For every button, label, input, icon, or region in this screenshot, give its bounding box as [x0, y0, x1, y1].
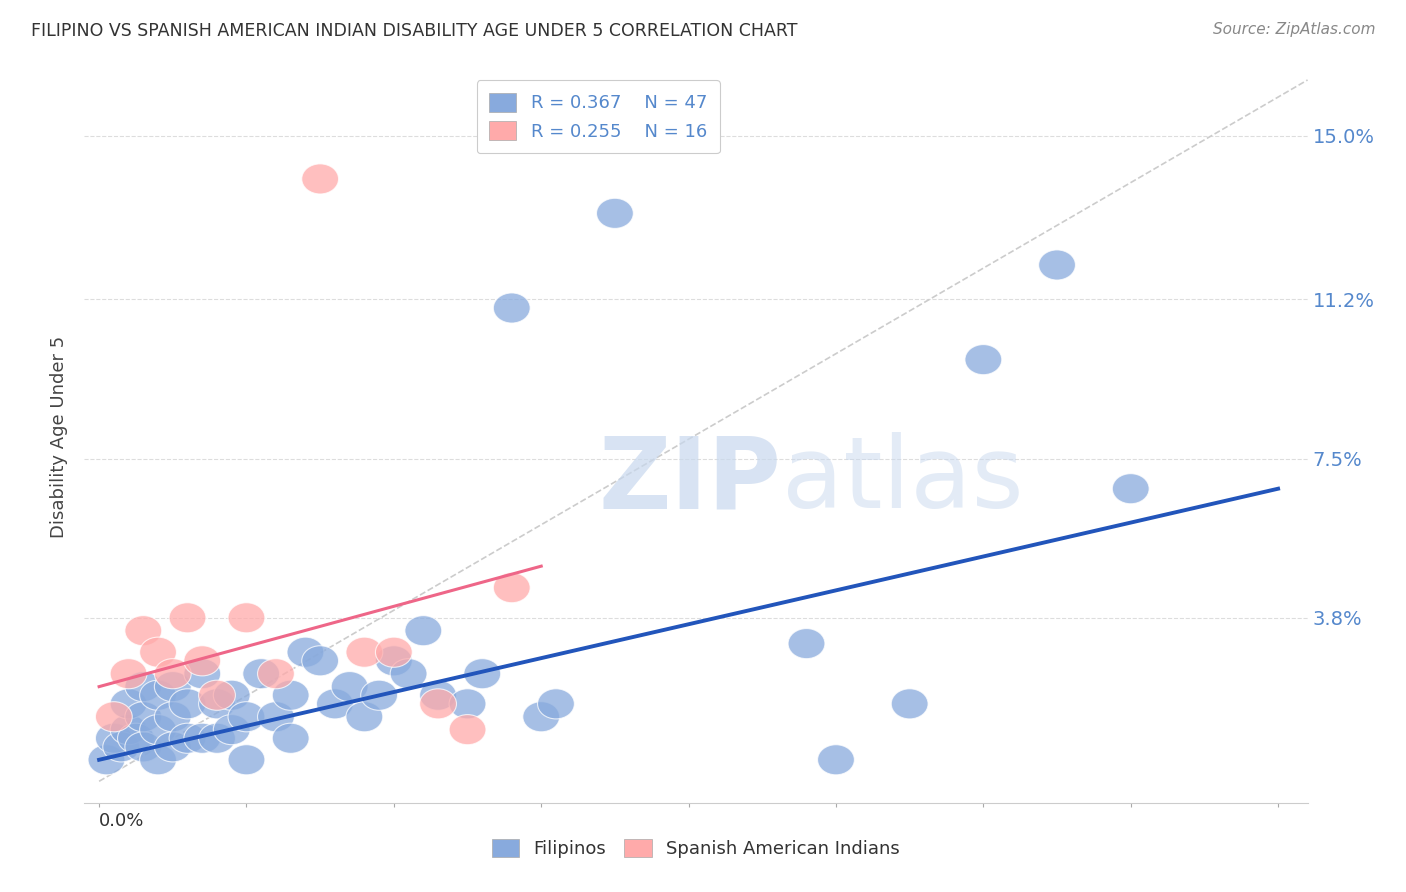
Ellipse shape	[287, 637, 323, 667]
Ellipse shape	[139, 714, 177, 745]
Ellipse shape	[228, 702, 264, 731]
Legend: Filipinos, Spanish American Indians: Filipinos, Spanish American Indians	[484, 830, 908, 867]
Ellipse shape	[139, 745, 177, 775]
Ellipse shape	[198, 689, 235, 719]
Ellipse shape	[1039, 250, 1076, 280]
Ellipse shape	[361, 681, 398, 710]
Text: FILIPINO VS SPANISH AMERICAN INDIAN DISABILITY AGE UNDER 5 CORRELATION CHART: FILIPINO VS SPANISH AMERICAN INDIAN DISA…	[31, 22, 797, 40]
Ellipse shape	[273, 681, 309, 710]
Ellipse shape	[169, 689, 205, 719]
Ellipse shape	[523, 702, 560, 731]
Ellipse shape	[537, 689, 575, 719]
Ellipse shape	[155, 731, 191, 762]
Ellipse shape	[110, 658, 148, 689]
Ellipse shape	[125, 731, 162, 762]
Ellipse shape	[302, 164, 339, 194]
Ellipse shape	[155, 702, 191, 731]
Ellipse shape	[110, 689, 148, 719]
Ellipse shape	[375, 646, 412, 676]
Ellipse shape	[391, 658, 427, 689]
Ellipse shape	[228, 603, 264, 632]
Text: 0.0%: 0.0%	[98, 812, 145, 830]
Ellipse shape	[449, 689, 486, 719]
Ellipse shape	[214, 714, 250, 745]
Ellipse shape	[139, 637, 177, 667]
Ellipse shape	[332, 672, 368, 702]
Ellipse shape	[346, 637, 382, 667]
Ellipse shape	[198, 681, 235, 710]
Ellipse shape	[789, 629, 825, 658]
Ellipse shape	[110, 714, 148, 745]
Ellipse shape	[596, 198, 633, 228]
Ellipse shape	[375, 637, 412, 667]
Ellipse shape	[198, 723, 235, 754]
Ellipse shape	[184, 646, 221, 676]
Ellipse shape	[125, 702, 162, 731]
Ellipse shape	[125, 615, 162, 646]
Ellipse shape	[139, 681, 177, 710]
Ellipse shape	[419, 681, 457, 710]
Text: atlas: atlas	[782, 433, 1024, 530]
Ellipse shape	[155, 658, 191, 689]
Ellipse shape	[891, 689, 928, 719]
Ellipse shape	[257, 658, 294, 689]
Ellipse shape	[89, 745, 125, 775]
Ellipse shape	[273, 723, 309, 754]
Ellipse shape	[965, 344, 1001, 375]
Ellipse shape	[243, 658, 280, 689]
Ellipse shape	[103, 731, 139, 762]
Ellipse shape	[419, 689, 457, 719]
Ellipse shape	[96, 723, 132, 754]
Text: Source: ZipAtlas.com: Source: ZipAtlas.com	[1212, 22, 1375, 37]
Ellipse shape	[257, 702, 294, 731]
Ellipse shape	[228, 745, 264, 775]
Ellipse shape	[169, 603, 205, 632]
Ellipse shape	[96, 702, 132, 731]
Ellipse shape	[405, 615, 441, 646]
Ellipse shape	[155, 672, 191, 702]
Ellipse shape	[817, 745, 855, 775]
Ellipse shape	[494, 573, 530, 603]
Ellipse shape	[214, 681, 250, 710]
Ellipse shape	[169, 723, 205, 754]
Ellipse shape	[184, 658, 221, 689]
Ellipse shape	[184, 723, 221, 754]
Ellipse shape	[346, 702, 382, 731]
Ellipse shape	[449, 714, 486, 745]
Y-axis label: Disability Age Under 5: Disability Age Under 5	[51, 336, 69, 538]
Ellipse shape	[1112, 474, 1149, 504]
Ellipse shape	[302, 646, 339, 676]
Text: ZIP: ZIP	[598, 433, 780, 530]
Ellipse shape	[494, 293, 530, 323]
Ellipse shape	[316, 689, 353, 719]
Ellipse shape	[118, 723, 155, 754]
Ellipse shape	[125, 672, 162, 702]
Ellipse shape	[464, 658, 501, 689]
